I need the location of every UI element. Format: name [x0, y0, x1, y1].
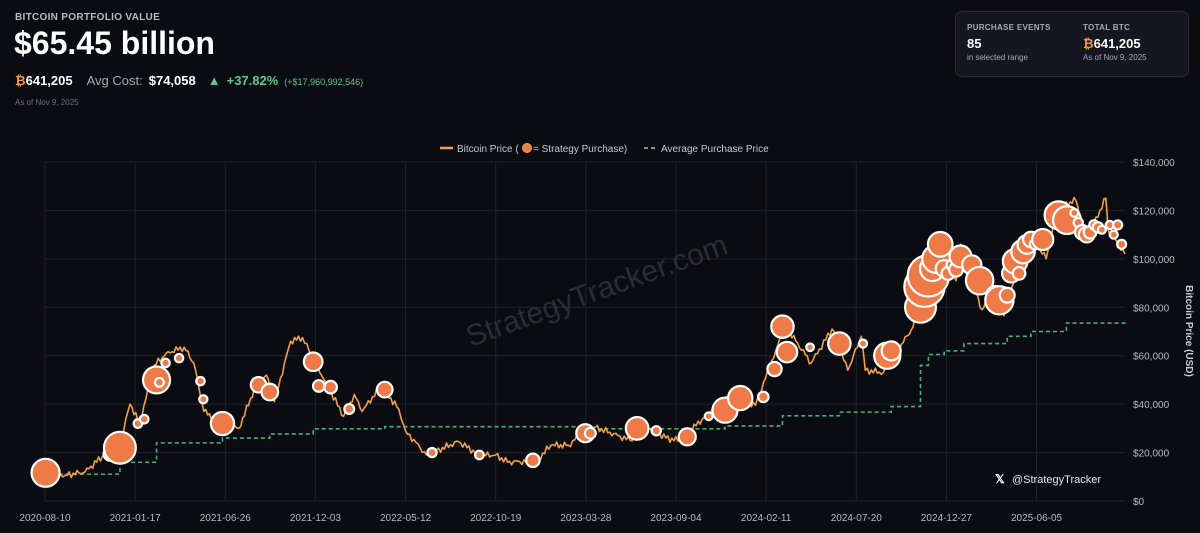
purchase-bubble — [727, 384, 754, 412]
purchase-bubble — [260, 382, 280, 402]
purchase-bubble — [857, 338, 869, 349]
purchase-bubble — [964, 265, 995, 296]
x-tick-label: 2023-09-04 — [650, 513, 702, 524]
y-tick-label: $40,000 — [1133, 400, 1170, 411]
stats-card: PURCHASE EVENTS 85 in selected range TOT… — [955, 11, 1189, 77]
purchase-bubble — [525, 452, 541, 469]
purchase-bubble — [198, 394, 209, 405]
purchase-bubble — [323, 379, 339, 395]
social-handle[interactable]: 𝕏 @StrategyTracker — [995, 472, 1101, 486]
portfolio-kicker: BITCOIN PORTFOLIO VALUE — [15, 12, 161, 23]
total-btc-sub: As of Nov 9, 2025 — [1083, 53, 1147, 62]
summary-row: ₿641,205 Avg Cost: $74,058 ▲ +37.82% (+$… — [15, 73, 363, 88]
purchase-events-value: 85 — [967, 36, 982, 51]
x-tick-label: 2025-06-05 — [1011, 513, 1063, 524]
purchase-bubble — [1031, 227, 1055, 252]
total-btc-value: 641,205 — [1093, 36, 1141, 51]
bitcoin-symbol-icon: ₿ — [1083, 36, 1094, 51]
as-of-date: As of Nov 9, 2025 — [15, 98, 79, 107]
purchase-bubble — [624, 415, 650, 441]
bitcoin-symbol-icon: ₿ — [15, 73, 26, 88]
y-tick-label: $120,000 — [1133, 206, 1175, 217]
purchase-bubble — [343, 402, 356, 415]
purchase-bubble — [1069, 207, 1080, 218]
avg-cost-value: $74,058 — [148, 73, 196, 88]
purchase-events-sub: in selected range — [967, 53, 1028, 62]
purchase-bubble — [138, 413, 150, 425]
purchase-bubble — [173, 352, 185, 364]
grid — [44, 161, 1125, 502]
x-tick-label: 2023-03-28 — [560, 513, 612, 524]
x-tick-label: 2021-06-26 — [200, 513, 252, 524]
purchase-bubble — [827, 331, 852, 356]
purchase-bubble — [302, 351, 324, 373]
purchase-bubble — [703, 411, 714, 422]
purchase-bubble — [757, 390, 770, 404]
portfolio-value: $65.45 billion — [14, 25, 215, 61]
purchase-bubble — [473, 449, 485, 461]
x-tick-label: 2020-08-10 — [19, 513, 71, 524]
y-tick-label: $80,000 — [1133, 303, 1170, 314]
purchase-bubble — [880, 340, 902, 362]
total-btc-label: TOTAL BTC — [1083, 23, 1131, 32]
purchase-bubble — [770, 314, 795, 339]
y-tick-label: $100,000 — [1133, 255, 1175, 266]
legend[interactable]: Bitcoin Price ( = Strategy Purchase) Ave… — [440, 143, 769, 156]
y-tick-label: $0 — [1133, 497, 1145, 508]
y-tick-label: $140,000 — [1133, 158, 1175, 169]
average-purchase-price-line — [45, 321, 1126, 475]
purchase-bubble — [195, 375, 206, 387]
purchase-bubble — [311, 379, 326, 393]
x-tick-label: 2022-10-19 — [470, 513, 522, 524]
purchase-bubble — [1096, 224, 1108, 235]
x-tick-label: 2022-05-12 — [380, 513, 432, 524]
purchase-bubble — [426, 446, 438, 459]
watermark: StrategyTracker.com — [462, 228, 732, 353]
purchase-bubble — [30, 457, 61, 488]
purchase-bubble — [775, 340, 799, 364]
x-tick-label: 2021-01-17 — [110, 513, 162, 524]
purchase-bubble — [209, 410, 236, 437]
x-logo-icon: 𝕏 — [995, 472, 1005, 486]
purchase-bubble — [1112, 219, 1124, 231]
x-tick-label: 2024-12-27 — [921, 513, 973, 524]
y-axis-label: Bitcoin Price (USD) — [1183, 285, 1194, 377]
purchase-bubble — [1011, 265, 1027, 281]
social-handle-text: @StrategyTracker — [1012, 474, 1101, 486]
legend-price-label-a: Bitcoin Price ( — [457, 144, 519, 155]
purchase-bubble — [766, 360, 783, 378]
purchase-bubble — [102, 430, 137, 465]
purchase-bubble — [1116, 238, 1128, 250]
x-tick-label: 2024-07-20 — [831, 513, 883, 524]
purchase-bubble — [998, 286, 1016, 304]
legend-avg-label: Average Purchase Price — [661, 144, 769, 155]
purchase-bubble — [153, 376, 165, 388]
purchase-bubble — [583, 426, 597, 440]
x-tick-label: 2021-12-03 — [290, 513, 342, 524]
x-tick-label: 2024-02-11 — [741, 513, 792, 524]
up-arrow-icon: ▲ — [207, 73, 221, 88]
purchase-bubble — [1108, 229, 1119, 240]
avg-cost-label: Avg Cost: — [86, 73, 143, 88]
purchase-bubble — [805, 342, 815, 353]
purchase-bubble — [677, 427, 697, 447]
change-percent: +37.82% — [226, 73, 279, 88]
purchase-bubble — [375, 380, 394, 399]
btc-amount: 641,205 — [25, 73, 73, 88]
purchase-events-label: PURCHASE EVENTS — [967, 23, 1051, 32]
purchase-bubble — [160, 357, 171, 369]
y-tick-label: $20,000 — [1133, 449, 1170, 460]
y-tick-label: $60,000 — [1133, 352, 1170, 363]
legend-purchase-swatch — [522, 143, 532, 153]
legend-price-label-b: = Strategy Purchase) — [533, 144, 627, 155]
purchase-bubble — [650, 425, 662, 437]
purchase-bubble — [926, 230, 954, 258]
change-usd: (+$17,960,992,546) — [284, 77, 364, 87]
